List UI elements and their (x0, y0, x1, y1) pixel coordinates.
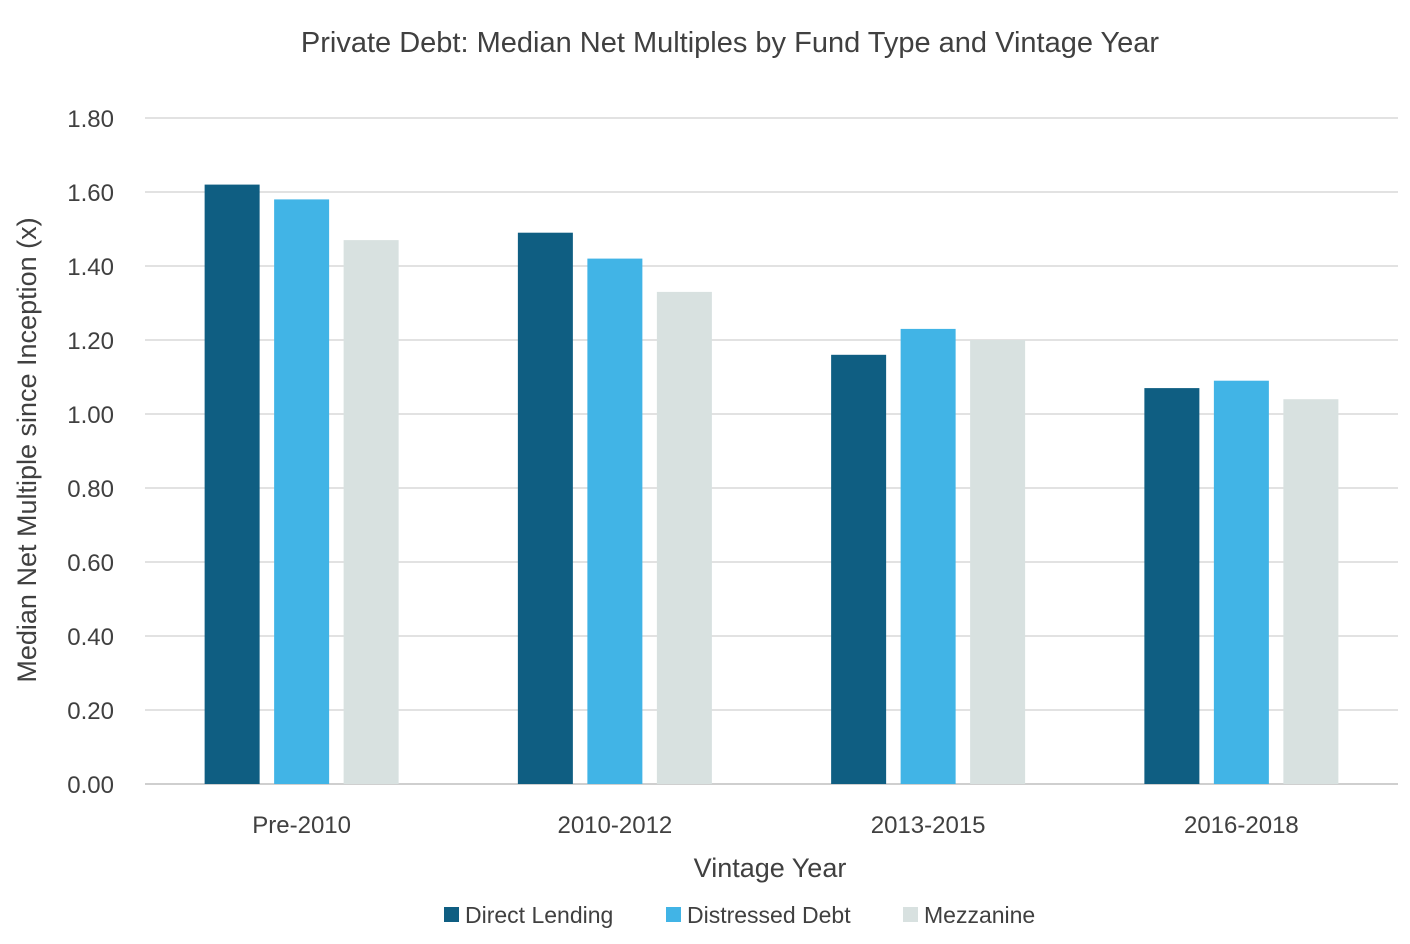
bar-mezzanine (656, 291, 712, 784)
bar-mezzanine (343, 240, 399, 785)
x-tick-label: 2016-2018 (1184, 812, 1299, 839)
y-axis-title: Median Net Multiple since Inception (x) (12, 217, 42, 682)
chart-title: Private Debt: Median Net Multiples by Fu… (301, 27, 1160, 59)
y-tick-label: 1.80 (67, 106, 114, 133)
bar-direct-lending (831, 354, 887, 784)
bar-direct-lending (517, 232, 573, 784)
legend-label: Direct Lending (465, 902, 613, 928)
bar-mezzanine (970, 340, 1026, 784)
x-axis-title: Vintage Year (694, 853, 847, 883)
legend-label: Mezzanine (924, 902, 1035, 928)
legend-swatch (666, 907, 681, 922)
gridlines (145, 117, 1398, 785)
x-tick-label: 2013-2015 (871, 812, 986, 839)
bar-direct-lending (204, 184, 260, 785)
bar-distressed-debt (1213, 380, 1269, 784)
legend-swatch (444, 907, 459, 922)
bar-distressed-debt (274, 199, 330, 784)
y-tick-label: 1.20 (67, 328, 114, 355)
legend: Direct Lending Distressed Debt Mezzanine (444, 902, 1035, 928)
bar-distressed-debt (587, 258, 643, 785)
y-tick-label: 0.40 (67, 624, 114, 651)
legend-label: Distressed Debt (687, 902, 851, 928)
y-tick-label: 0.20 (67, 698, 114, 725)
x-axis-ticks: Pre-2010 2010-2012 2013-2015 2016-2018 (252, 812, 1299, 839)
bars (204, 184, 1339, 785)
bar-direct-lending (1144, 388, 1200, 784)
y-axis-ticks: 0.00 0.20 0.40 0.60 0.80 1.00 1.20 1.40 1.60 1.80 (67, 106, 114, 799)
legend-swatch (903, 907, 918, 922)
bar-mezzanine (1283, 399, 1339, 784)
y-tick-label: 1.40 (67, 254, 114, 281)
y-tick-label: 0.80 (67, 476, 114, 503)
bar-distressed-debt (900, 328, 956, 784)
y-tick-label: 0.00 (67, 772, 114, 799)
y-tick-label: 0.60 (67, 550, 114, 577)
x-tick-label: 2010-2012 (557, 812, 672, 839)
y-tick-label: 1.00 (67, 402, 114, 429)
y-tick-label: 1.60 (67, 180, 114, 207)
x-tick-label: Pre-2010 (252, 812, 351, 839)
